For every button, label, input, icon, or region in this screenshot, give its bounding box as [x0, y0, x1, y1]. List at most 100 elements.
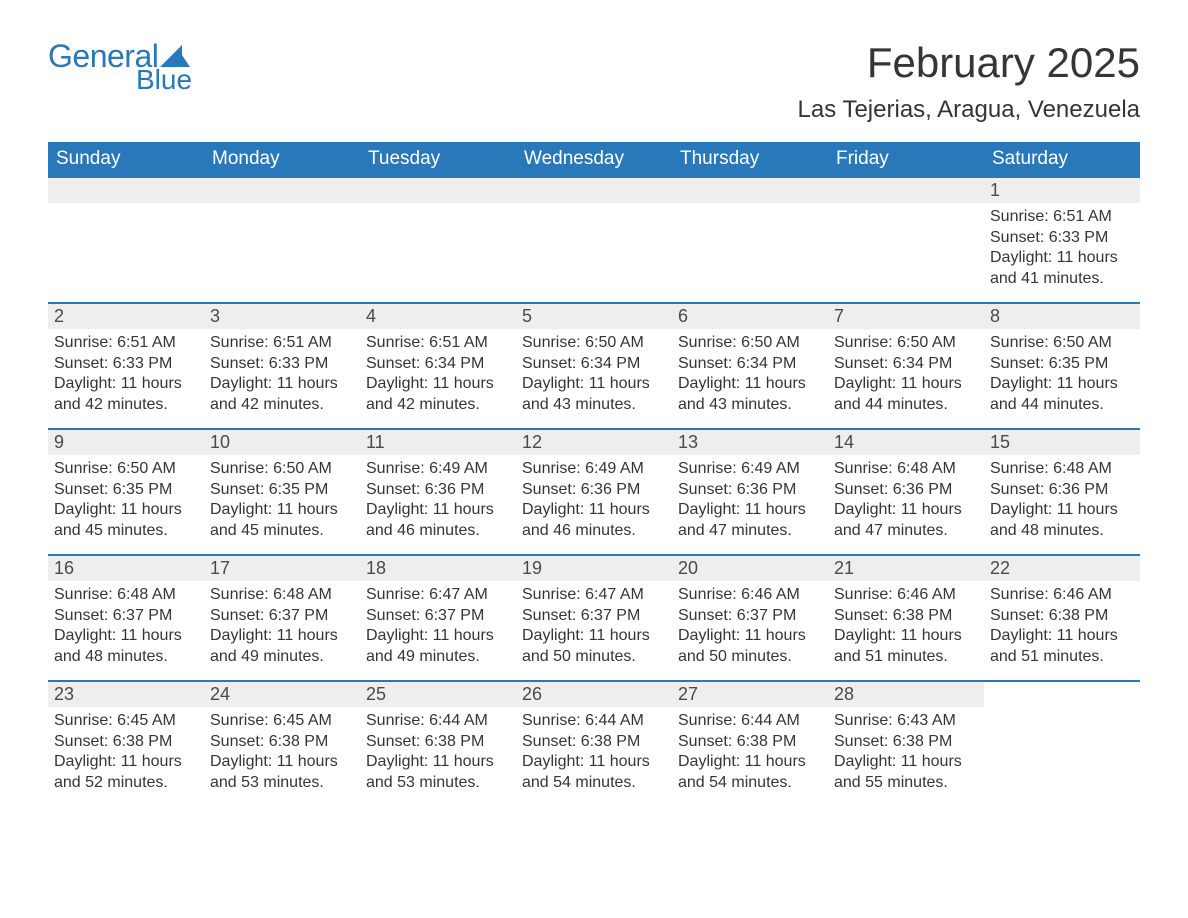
sunrise-text: Sunrise: 6:46 AM: [990, 585, 1134, 605]
day-cell: [828, 177, 984, 303]
daylight-text: Daylight: 11 hours and 53 minutes.: [366, 752, 510, 793]
sunrise-text: Sunrise: 6:47 AM: [522, 585, 666, 605]
day-body: Sunrise: 6:45 AMSunset: 6:38 PMDaylight:…: [48, 707, 204, 801]
day-cell: [204, 177, 360, 303]
day-cell: 3Sunrise: 6:51 AMSunset: 6:33 PMDaylight…: [204, 303, 360, 429]
sunrise-text: Sunrise: 6:51 AM: [990, 207, 1134, 227]
daylight-text: Daylight: 11 hours and 50 minutes.: [522, 626, 666, 667]
daylight-text: Daylight: 11 hours and 41 minutes.: [990, 248, 1134, 289]
sunrise-text: Sunrise: 6:51 AM: [54, 333, 198, 353]
day-cell: [984, 681, 1140, 807]
week-row: 16Sunrise: 6:48 AMSunset: 6:37 PMDayligh…: [48, 555, 1140, 681]
day-number: 13: [672, 430, 828, 455]
day-body: Sunrise: 6:49 AMSunset: 6:36 PMDaylight:…: [516, 455, 672, 549]
day-cell: 14Sunrise: 6:48 AMSunset: 6:36 PMDayligh…: [828, 429, 984, 555]
daylight-text: Daylight: 11 hours and 48 minutes.: [990, 500, 1134, 541]
daylight-text: Daylight: 11 hours and 51 minutes.: [834, 626, 978, 667]
sunrise-text: Sunrise: 6:49 AM: [366, 459, 510, 479]
day-body: Sunrise: 6:48 AMSunset: 6:37 PMDaylight:…: [48, 581, 204, 675]
day-body: Sunrise: 6:45 AMSunset: 6:38 PMDaylight:…: [204, 707, 360, 801]
sunrise-text: Sunrise: 6:46 AM: [834, 585, 978, 605]
day-cell: 22Sunrise: 6:46 AMSunset: 6:38 PMDayligh…: [984, 555, 1140, 681]
day-number: 23: [48, 682, 204, 707]
day-cell: [48, 177, 204, 303]
day-body: Sunrise: 6:51 AMSunset: 6:33 PMDaylight:…: [48, 329, 204, 423]
sunset-text: Sunset: 6:37 PM: [522, 606, 666, 626]
day-body: Sunrise: 6:48 AMSunset: 6:36 PMDaylight:…: [828, 455, 984, 549]
day-cell: 18Sunrise: 6:47 AMSunset: 6:37 PMDayligh…: [360, 555, 516, 681]
day-cell: 8Sunrise: 6:50 AMSunset: 6:35 PMDaylight…: [984, 303, 1140, 429]
sunrise-text: Sunrise: 6:48 AM: [210, 585, 354, 605]
day-number: 17: [204, 556, 360, 581]
day-body: Sunrise: 6:46 AMSunset: 6:38 PMDaylight:…: [984, 581, 1140, 675]
day-cell: 19Sunrise: 6:47 AMSunset: 6:37 PMDayligh…: [516, 555, 672, 681]
daylight-text: Daylight: 11 hours and 48 minutes.: [54, 626, 198, 667]
day-body: Sunrise: 6:48 AMSunset: 6:36 PMDaylight:…: [984, 455, 1140, 549]
sunset-text: Sunset: 6:38 PM: [990, 606, 1134, 626]
day-cell: [672, 177, 828, 303]
sunrise-text: Sunrise: 6:50 AM: [54, 459, 198, 479]
day-cell: [516, 177, 672, 303]
day-body: Sunrise: 6:46 AMSunset: 6:37 PMDaylight:…: [672, 581, 828, 675]
sunset-text: Sunset: 6:36 PM: [990, 480, 1134, 500]
daylight-text: Daylight: 11 hours and 45 minutes.: [210, 500, 354, 541]
daylight-text: Daylight: 11 hours and 44 minutes.: [990, 374, 1134, 415]
day-cell: 7Sunrise: 6:50 AMSunset: 6:34 PMDaylight…: [828, 303, 984, 429]
day-number: 25: [360, 682, 516, 707]
day-number-empty: [828, 178, 984, 203]
weekday-header-row: SundayMondayTuesdayWednesdayThursdayFrid…: [48, 142, 1140, 177]
day-number: 12: [516, 430, 672, 455]
weekday-header: Tuesday: [360, 142, 516, 177]
day-cell: 13Sunrise: 6:49 AMSunset: 6:36 PMDayligh…: [672, 429, 828, 555]
day-cell: 6Sunrise: 6:50 AMSunset: 6:34 PMDaylight…: [672, 303, 828, 429]
sunset-text: Sunset: 6:35 PM: [54, 480, 198, 500]
daylight-text: Daylight: 11 hours and 52 minutes.: [54, 752, 198, 793]
sunset-text: Sunset: 6:34 PM: [678, 354, 822, 374]
weekday-header: Saturday: [984, 142, 1140, 177]
day-body: Sunrise: 6:51 AMSunset: 6:34 PMDaylight:…: [360, 329, 516, 423]
daylight-text: Daylight: 11 hours and 46 minutes.: [522, 500, 666, 541]
day-body: Sunrise: 6:51 AMSunset: 6:33 PMDaylight:…: [204, 329, 360, 423]
day-number: 6: [672, 304, 828, 329]
sunset-text: Sunset: 6:38 PM: [54, 732, 198, 752]
daylight-text: Daylight: 11 hours and 45 minutes.: [54, 500, 198, 541]
sunrise-text: Sunrise: 6:44 AM: [522, 711, 666, 731]
sunset-text: Sunset: 6:38 PM: [522, 732, 666, 752]
week-row: 2Sunrise: 6:51 AMSunset: 6:33 PMDaylight…: [48, 303, 1140, 429]
day-cell: 21Sunrise: 6:46 AMSunset: 6:38 PMDayligh…: [828, 555, 984, 681]
day-cell: 27Sunrise: 6:44 AMSunset: 6:38 PMDayligh…: [672, 681, 828, 807]
day-number-empty: [672, 178, 828, 203]
day-body: Sunrise: 6:50 AMSunset: 6:35 PMDaylight:…: [204, 455, 360, 549]
day-number: 7: [828, 304, 984, 329]
day-body: Sunrise: 6:50 AMSunset: 6:35 PMDaylight:…: [48, 455, 204, 549]
sunset-text: Sunset: 6:38 PM: [678, 732, 822, 752]
day-number: 1: [984, 178, 1140, 203]
sunrise-text: Sunrise: 6:50 AM: [522, 333, 666, 353]
day-number: 9: [48, 430, 204, 455]
sunset-text: Sunset: 6:38 PM: [210, 732, 354, 752]
week-row: 9Sunrise: 6:50 AMSunset: 6:35 PMDaylight…: [48, 429, 1140, 555]
day-cell: 16Sunrise: 6:48 AMSunset: 6:37 PMDayligh…: [48, 555, 204, 681]
day-cell: 12Sunrise: 6:49 AMSunset: 6:36 PMDayligh…: [516, 429, 672, 555]
sunset-text: Sunset: 6:37 PM: [210, 606, 354, 626]
day-number: 28: [828, 682, 984, 707]
day-number-empty: [984, 682, 1140, 707]
sunrise-text: Sunrise: 6:48 AM: [834, 459, 978, 479]
brand-blue: Blue: [136, 66, 192, 94]
sunrise-text: Sunrise: 6:51 AM: [210, 333, 354, 353]
day-body: Sunrise: 6:50 AMSunset: 6:35 PMDaylight:…: [984, 329, 1140, 423]
day-cell: 25Sunrise: 6:44 AMSunset: 6:38 PMDayligh…: [360, 681, 516, 807]
weekday-header: Friday: [828, 142, 984, 177]
day-number: 16: [48, 556, 204, 581]
daylight-text: Daylight: 11 hours and 46 minutes.: [366, 500, 510, 541]
day-cell: [360, 177, 516, 303]
daylight-text: Daylight: 11 hours and 42 minutes.: [210, 374, 354, 415]
sunrise-text: Sunrise: 6:48 AM: [54, 585, 198, 605]
sunset-text: Sunset: 6:36 PM: [366, 480, 510, 500]
sunrise-text: Sunrise: 6:48 AM: [990, 459, 1134, 479]
sunrise-text: Sunrise: 6:44 AM: [366, 711, 510, 731]
day-number-empty: [204, 178, 360, 203]
sunset-text: Sunset: 6:33 PM: [990, 228, 1134, 248]
week-row: 23Sunrise: 6:45 AMSunset: 6:38 PMDayligh…: [48, 681, 1140, 807]
day-cell: 11Sunrise: 6:49 AMSunset: 6:36 PMDayligh…: [360, 429, 516, 555]
